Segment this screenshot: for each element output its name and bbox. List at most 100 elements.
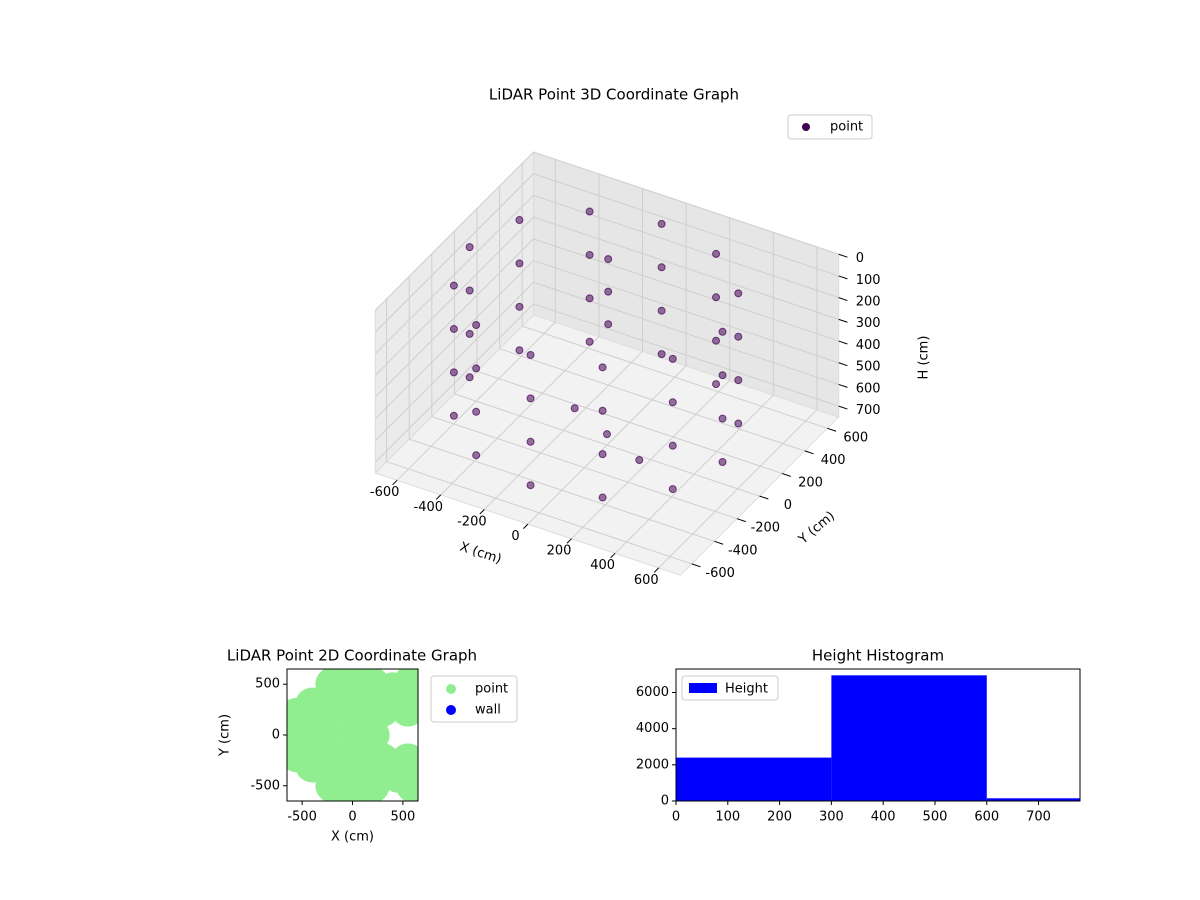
legend-marker [446, 705, 456, 715]
point [570, 404, 579, 413]
tick-mark [435, 494, 442, 500]
grid-line [374, 216, 534, 376]
grid-line [409, 438, 715, 542]
point [585, 250, 594, 259]
y-tick-label: 600 [843, 430, 868, 445]
grid-line [533, 281, 839, 385]
grid-line [374, 195, 534, 355]
tick-mark [653, 567, 660, 573]
grid-line [533, 173, 839, 277]
tick-mark [610, 552, 616, 559]
x-tick-label: -500 [287, 810, 317, 825]
bar [676, 757, 832, 801]
x-tick-label: 500 [390, 810, 415, 825]
point [668, 441, 677, 450]
grid-line [533, 260, 839, 364]
grid-line [386, 461, 692, 565]
z-tick-label: 0 [856, 251, 864, 266]
point [526, 437, 535, 446]
tick-mark [782, 473, 792, 477]
legend-label: wall [475, 703, 501, 718]
point [449, 324, 458, 333]
point [668, 398, 677, 407]
z-axis-label: H (cm) [917, 336, 932, 380]
grid-line [454, 393, 760, 497]
grid-line [522, 325, 828, 429]
y-tick-label: 200 [798, 475, 823, 490]
point [472, 451, 481, 460]
tick-mark [838, 362, 848, 367]
tick-mark [566, 538, 572, 544]
legend-label: point [830, 120, 863, 135]
x-tick-label: 400 [590, 558, 615, 573]
x-tick-label: 0 [348, 810, 356, 825]
point [635, 456, 644, 465]
point [734, 419, 743, 428]
z-tick-label: 700 [856, 403, 881, 418]
legend-marker [446, 684, 456, 694]
point [712, 336, 721, 345]
tick-mark [523, 523, 529, 529]
z-tick-label: 300 [856, 316, 881, 331]
legend-box [787, 114, 873, 140]
point [465, 243, 474, 252]
point [320, 743, 355, 778]
point [734, 289, 743, 298]
grid-line [374, 238, 534, 398]
point [287, 738, 315, 773]
point [395, 768, 418, 801]
x-tick-label: 0 [511, 529, 519, 544]
tick-mark [827, 427, 837, 432]
chart-title: LiDAR Point 2D Coordinate Graph [227, 647, 477, 665]
point [320, 692, 355, 727]
point [657, 263, 666, 272]
tick-mark [838, 340, 848, 345]
bar [986, 798, 1080, 801]
point [472, 364, 481, 373]
legend-label: Height [725, 682, 768, 697]
tick-mark [838, 275, 848, 280]
point [604, 320, 613, 329]
point [734, 376, 743, 385]
x-tick-label: 300 [819, 810, 844, 825]
point [712, 293, 721, 302]
point [657, 350, 666, 359]
legend-box [681, 675, 779, 701]
point [734, 332, 743, 341]
point [472, 407, 481, 416]
point [604, 255, 613, 264]
tick-mark [392, 479, 398, 486]
bar [831, 675, 987, 801]
y-tick-label: 4000 [636, 721, 669, 736]
chart-title: LiDAR Point 3D Coordinate Graph [489, 86, 739, 104]
point [668, 485, 677, 494]
point [515, 259, 524, 268]
y-tick-label: 2000 [636, 757, 669, 772]
x-tick-label: 200 [547, 544, 572, 559]
chart-title: Height Histogram [812, 647, 944, 665]
x-tick-label: -200 [457, 514, 487, 529]
point [335, 778, 370, 801]
grid-line [533, 151, 839, 255]
z-tick-label: 200 [856, 295, 881, 310]
point [712, 380, 721, 389]
y-tick-label: 0 [661, 794, 669, 809]
y-tick-label: 0 [272, 728, 280, 743]
point [526, 481, 535, 490]
x-tick-label: 0 [672, 810, 680, 825]
grid-line [374, 260, 534, 420]
point [465, 329, 474, 338]
point [350, 733, 385, 768]
x-tick-label: -400 [414, 500, 444, 515]
y-tick-label: 6000 [636, 685, 669, 700]
point [335, 669, 370, 692]
y-tick-label: 500 [255, 677, 280, 692]
grid-line [499, 348, 805, 452]
tick-mark [838, 297, 848, 302]
y-tick-label: -600 [705, 566, 735, 581]
z-tick-label: 400 [856, 338, 881, 353]
z-tick-label: 100 [856, 273, 881, 288]
point [718, 327, 727, 336]
y-axis-label: Y (cm) [795, 509, 838, 548]
x-tick-label: 100 [715, 810, 740, 825]
